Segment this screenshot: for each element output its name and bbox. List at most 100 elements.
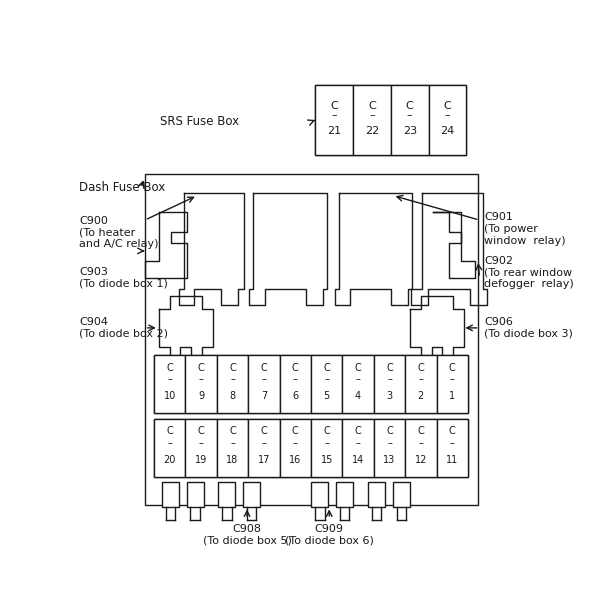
Text: C: C — [198, 426, 205, 437]
Text: C: C — [229, 426, 236, 437]
Text: 24: 24 — [440, 126, 455, 136]
Text: C: C — [323, 363, 330, 373]
Bar — [311, 482, 328, 507]
Bar — [391, 85, 428, 154]
Bar — [343, 419, 374, 477]
Text: 19: 19 — [195, 455, 207, 466]
Bar — [162, 482, 179, 507]
Text: C902
(To rear window
defogger  relay): C902 (To rear window defogger relay) — [484, 256, 574, 289]
Bar — [154, 355, 185, 413]
Text: C: C — [443, 101, 451, 111]
Bar — [145, 174, 478, 505]
Text: C901
(To power
window  relay): C901 (To power window relay) — [484, 212, 566, 245]
Text: C909
(To diode box 6): C909 (To diode box 6) — [285, 524, 374, 546]
Text: –: – — [262, 374, 266, 384]
Text: 1: 1 — [449, 391, 455, 402]
Bar — [353, 85, 391, 154]
Bar — [311, 355, 343, 413]
Text: C: C — [260, 363, 267, 373]
Text: –: – — [387, 438, 392, 448]
Text: 9: 9 — [198, 391, 204, 402]
Text: C: C — [292, 426, 299, 437]
Text: C: C — [229, 363, 236, 373]
Text: C: C — [292, 363, 299, 373]
Bar — [437, 419, 468, 477]
Bar — [185, 419, 217, 477]
Bar — [437, 355, 468, 413]
Bar — [217, 419, 248, 477]
Bar — [280, 355, 311, 413]
Bar — [336, 482, 353, 507]
Bar — [243, 482, 260, 507]
Text: 13: 13 — [383, 455, 395, 466]
Text: –: – — [324, 374, 329, 384]
Bar — [248, 419, 280, 477]
Text: C: C — [323, 426, 330, 437]
Bar — [428, 85, 466, 154]
Text: C: C — [368, 101, 376, 111]
Text: 15: 15 — [320, 455, 333, 466]
Text: –: – — [230, 374, 235, 384]
Text: –: – — [418, 438, 423, 448]
Text: 6: 6 — [292, 391, 298, 402]
Text: C: C — [198, 363, 205, 373]
Bar — [248, 355, 280, 413]
Text: –: – — [369, 110, 375, 121]
Text: C903
(To diode box 1): C903 (To diode box 1) — [79, 267, 168, 288]
Bar — [280, 419, 311, 477]
Text: C: C — [406, 101, 413, 111]
Bar — [218, 482, 235, 507]
Text: –: – — [356, 374, 361, 384]
Text: –: – — [445, 110, 450, 121]
Text: C: C — [418, 363, 424, 373]
Text: –: – — [167, 438, 172, 448]
Text: –: – — [387, 374, 392, 384]
Text: C: C — [418, 426, 424, 437]
Bar — [374, 419, 405, 477]
Text: Dash Fuse Box: Dash Fuse Box — [79, 181, 165, 194]
Text: –: – — [199, 374, 203, 384]
Bar — [217, 355, 248, 413]
Text: –: – — [331, 110, 337, 121]
Text: –: – — [418, 374, 423, 384]
Text: C906
(To diode box 3): C906 (To diode box 3) — [484, 317, 573, 339]
Text: C: C — [449, 426, 455, 437]
Text: –: – — [293, 374, 298, 384]
Bar — [405, 419, 437, 477]
Text: C: C — [166, 363, 173, 373]
Text: –: – — [407, 110, 413, 121]
Text: –: – — [356, 438, 361, 448]
Text: 7: 7 — [261, 391, 267, 402]
Bar — [187, 482, 203, 507]
Text: –: – — [167, 374, 172, 384]
Text: C: C — [386, 363, 393, 373]
Text: 17: 17 — [258, 455, 270, 466]
Text: C: C — [355, 363, 361, 373]
Text: 4: 4 — [355, 391, 361, 402]
Text: –: – — [324, 438, 329, 448]
Text: C: C — [330, 101, 338, 111]
Text: –: – — [199, 438, 203, 448]
Text: 12: 12 — [415, 455, 427, 466]
Text: C: C — [355, 426, 361, 437]
Text: 20: 20 — [164, 455, 176, 466]
Text: 11: 11 — [446, 455, 458, 466]
Text: 8: 8 — [229, 391, 236, 402]
Text: 2: 2 — [418, 391, 424, 402]
Bar — [154, 419, 185, 477]
Text: C904
(To diode box 2): C904 (To diode box 2) — [79, 317, 168, 339]
Bar — [315, 85, 466, 154]
Text: C: C — [260, 426, 267, 437]
Text: C900
(To heater
and A/C relay): C900 (To heater and A/C relay) — [79, 216, 158, 250]
Text: –: – — [450, 438, 455, 448]
Text: C: C — [386, 426, 393, 437]
Text: 23: 23 — [403, 126, 417, 136]
Text: SRS Fuse Box: SRS Fuse Box — [160, 115, 239, 128]
Text: C: C — [166, 426, 173, 437]
Bar — [154, 419, 468, 477]
Bar — [374, 355, 405, 413]
Text: –: – — [230, 438, 235, 448]
Text: –: – — [450, 374, 455, 384]
Text: 5: 5 — [323, 391, 330, 402]
Text: 3: 3 — [386, 391, 392, 402]
